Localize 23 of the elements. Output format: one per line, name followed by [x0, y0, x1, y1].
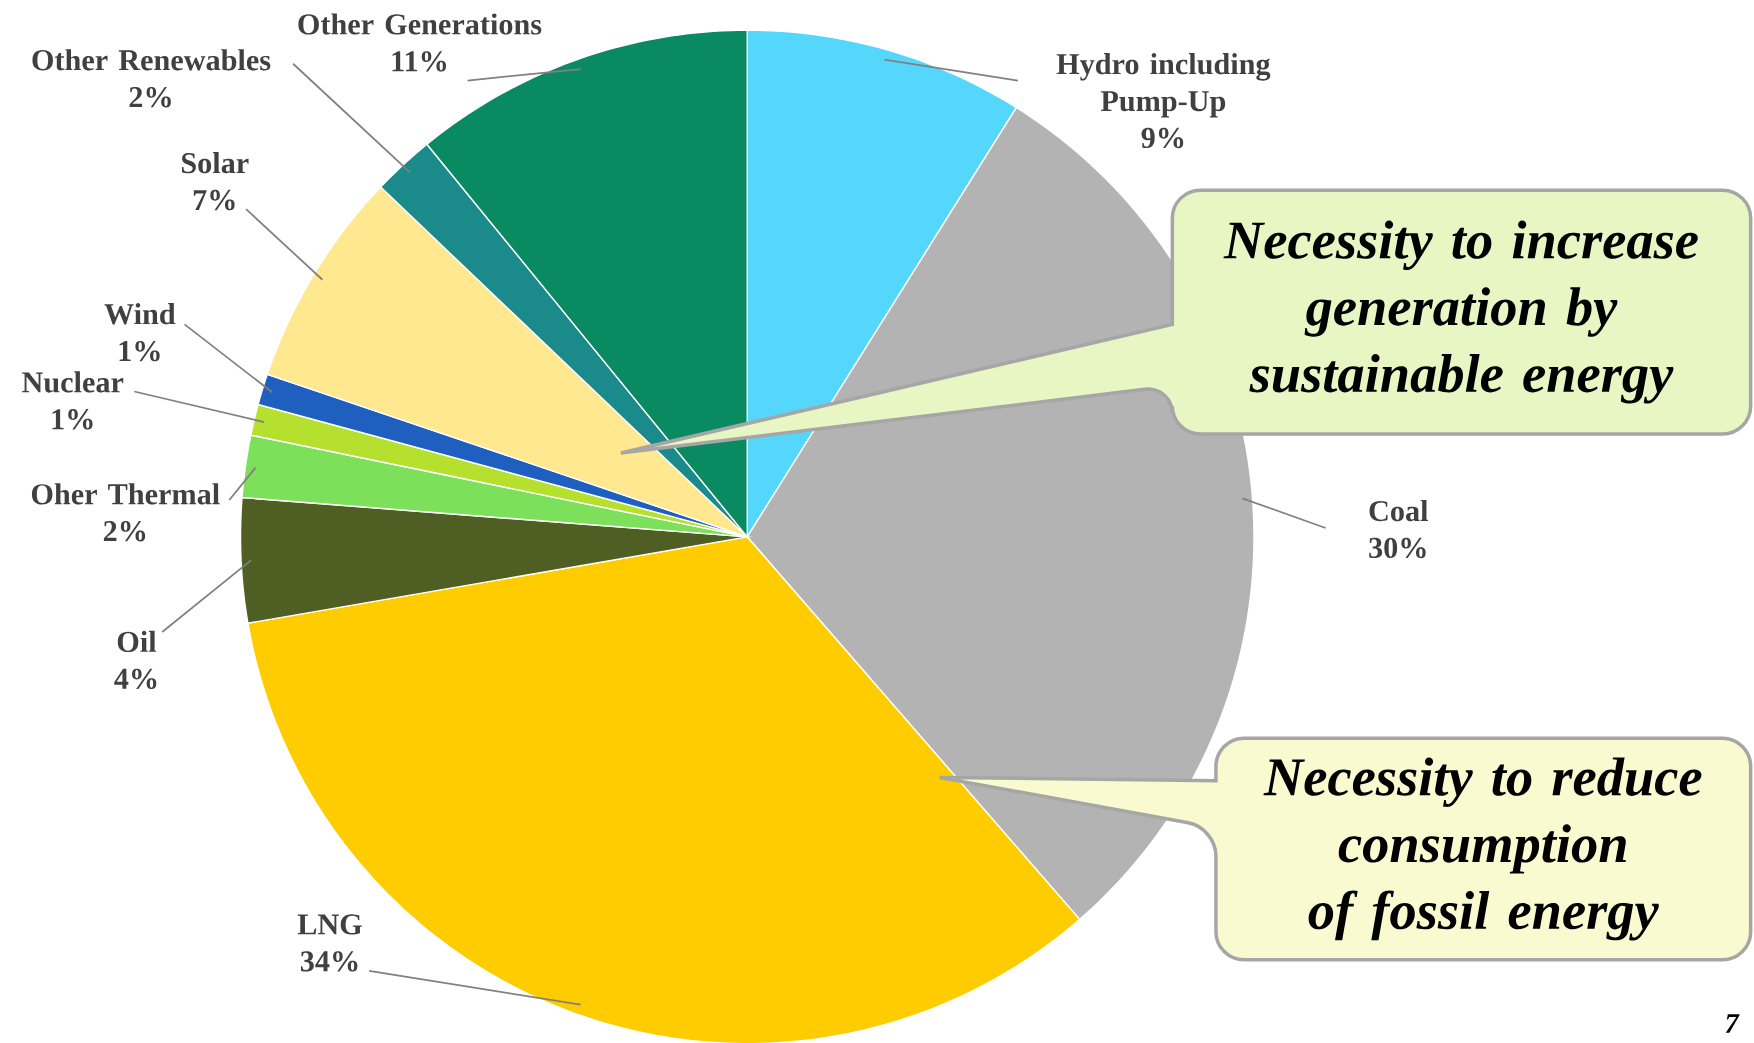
text: 7 [1725, 1014, 1740, 1033]
slice-label: Coal [1369, 499, 1428, 522]
data-label: 2% [129, 86, 171, 108]
slice-label: Other Generations [298, 13, 542, 35]
data-label: 9% [1141, 127, 1184, 149]
slice-label: Solar [181, 152, 249, 174]
slice-label: Hydro including Pump-Up [1056, 53, 1271, 118]
data-label: 11% [392, 51, 447, 72]
slice-label: LNG [297, 914, 362, 935]
data-label: 4% [114, 668, 157, 690]
data-label: 2% [103, 520, 146, 542]
data-label: 30% [1369, 537, 1426, 559]
data-label: 34% [300, 951, 358, 972]
data-label: 1% [119, 340, 160, 362]
slice-label: Nuclear [22, 371, 124, 393]
slice-label: Other Renewables [32, 49, 271, 71]
slice-label: Oher Thermal [31, 483, 220, 505]
data-label: 1% [52, 409, 93, 430]
slice-label: Wind [104, 303, 176, 325]
slice-label: Oil [117, 630, 157, 653]
text: Necessity to reduce consumption of fossil energy [1263, 757, 1702, 941]
data-label: 7% [193, 189, 235, 211]
text: Necessity to increase generation by sustainable energy [1223, 220, 1698, 404]
